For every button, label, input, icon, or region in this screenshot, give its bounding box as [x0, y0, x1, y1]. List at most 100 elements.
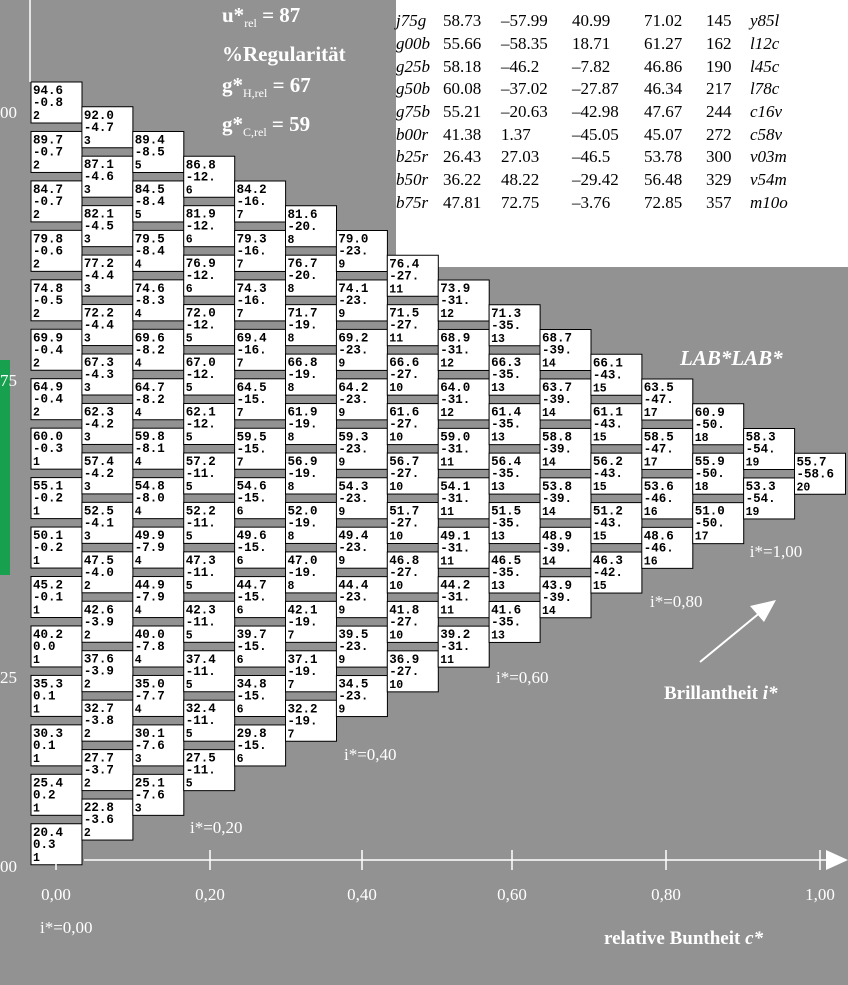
- patch-lightness: 34.5: [338, 678, 368, 692]
- color-patch: [81, 699, 134, 742]
- table-cell: 162: [706, 34, 732, 54]
- patch-a-value: -3.8: [84, 714, 114, 728]
- patch-lightness: 32.4: [186, 702, 217, 716]
- color-patch: [692, 403, 745, 446]
- patch-a-value: -12.: [186, 269, 216, 283]
- color-patch: [183, 403, 236, 445]
- patch-index: 8: [288, 333, 295, 346]
- color-patch: [30, 427, 83, 470]
- patch-lightness: 54.1: [440, 480, 470, 494]
- patch-a-value: -11.: [186, 764, 216, 778]
- patch-index: 15: [593, 481, 607, 494]
- table-cell: 72.85: [644, 192, 683, 212]
- table-cell: g50b: [396, 79, 430, 99]
- patch-index: 4: [135, 357, 142, 370]
- color-patch: [437, 576, 490, 619]
- color-patch: [132, 229, 185, 272]
- patch-a-value: -23.: [338, 640, 368, 654]
- patch-a-value: -15.: [237, 591, 267, 605]
- patch-lightness: 59.8: [135, 430, 165, 444]
- color-patch: [81, 402, 134, 445]
- table-cell: –27.87: [572, 79, 619, 99]
- patch-lightness: 44.9: [135, 579, 165, 593]
- patch-a-value: -0.4: [33, 393, 64, 407]
- brilliance-label: Brillantheit i*: [664, 683, 778, 704]
- table-cell: 47.67: [644, 102, 683, 122]
- color-patch: [641, 477, 694, 520]
- color-patch: [234, 625, 287, 668]
- x-tick-label: 0,60: [497, 885, 527, 904]
- color-patch: [183, 501, 236, 544]
- patch-a-value: -0.7: [33, 145, 63, 159]
- patch-a-value: -23.: [338, 343, 368, 357]
- color-patch: [285, 699, 337, 742]
- patch-a-value: -27.: [389, 517, 419, 531]
- patch-lightness: 79.8: [33, 232, 63, 246]
- patch-lightness: 62.3: [84, 405, 114, 419]
- table-row: j75g 58.73 –57.99 40.99 71.02 145 y85l: [396, 10, 800, 33]
- patch-index: 2: [33, 357, 40, 370]
- patch-lightness: 49.9: [135, 529, 165, 543]
- patch-lightness: 37.4: [186, 653, 217, 667]
- patch-lightness: 71.7: [288, 307, 318, 321]
- patch-index: 3: [84, 481, 91, 494]
- patch-a-value: -0.5: [33, 294, 63, 308]
- color-patch: [437, 279, 490, 322]
- patch-lightness: 46.3: [593, 554, 623, 568]
- patch-index: 13: [491, 333, 505, 346]
- iso-brilliance-label: i*=0,40: [344, 745, 397, 764]
- patch-lightness: 40.0: [135, 628, 165, 642]
- patch-a-value: -35.: [491, 418, 521, 432]
- patch-a-value: -23.: [338, 492, 368, 506]
- patch-index: 10: [389, 432, 403, 445]
- patch-a-value: -39.: [542, 492, 572, 506]
- patch-index: 5: [186, 629, 193, 642]
- patch-a-value: -4.6: [84, 170, 114, 184]
- header-stats: u*rel = 87 %Regularität g*H,rel = 67 g*C…: [222, 0, 346, 149]
- patch-lightness: 41.8: [389, 603, 419, 617]
- patch-lightness: 45.2: [33, 579, 63, 593]
- patch-lightness: 25.1: [135, 776, 165, 790]
- patch-a-value: -8.4: [135, 195, 166, 209]
- table-cell: 357: [706, 192, 732, 212]
- patch-index: 12: [440, 407, 454, 420]
- color-patch: [30, 378, 83, 421]
- patch-a-value: -8.2: [135, 343, 165, 357]
- table-cell: 26.43: [443, 147, 482, 167]
- patch-index: 8: [288, 530, 295, 543]
- patch-a-value: -0.2: [33, 492, 63, 506]
- patch-index: 4: [135, 703, 142, 716]
- patch-lightness: 32.7: [84, 702, 114, 716]
- patch-a-value: -0.2: [33, 541, 63, 555]
- table-cell: –20.63: [501, 102, 548, 122]
- table-cell: 55.21: [443, 102, 482, 122]
- patch-lightness: 44.7: [237, 579, 267, 593]
- patch-lightness: 81.9: [186, 208, 216, 222]
- color-patch: [335, 526, 388, 569]
- color-patch: [30, 328, 83, 371]
- patch-index: 5: [186, 432, 193, 445]
- patch-lightness: 82.1: [84, 208, 114, 222]
- patch-lightness: 69.9: [33, 331, 63, 345]
- color-patch: [132, 526, 185, 569]
- patch-a-value: -16.: [237, 195, 267, 209]
- patch-a-value: -4.3: [84, 368, 114, 382]
- patch-a-value: -4.7: [84, 121, 114, 135]
- patch-index: 9: [338, 456, 345, 469]
- patch-a-value: -23.: [338, 393, 368, 407]
- patch-index: 9: [338, 506, 345, 519]
- patch-index: 2: [84, 778, 91, 791]
- patch-index: 4: [135, 555, 142, 568]
- patch-a-value: -23.: [338, 690, 368, 704]
- x-tick-label: 1,00: [805, 885, 835, 904]
- table-cell: 1.37: [501, 124, 531, 144]
- patch-lightness: 57.2: [186, 455, 216, 469]
- patch-index: 11: [389, 283, 403, 296]
- color-patch: [183, 304, 236, 347]
- patch-a-value: -8.0: [135, 492, 165, 506]
- color-patch: [30, 81, 83, 124]
- color-patch: [132, 427, 185, 470]
- patch-a-value: -19.: [288, 714, 318, 728]
- patch-lightness: 42.3: [186, 603, 216, 617]
